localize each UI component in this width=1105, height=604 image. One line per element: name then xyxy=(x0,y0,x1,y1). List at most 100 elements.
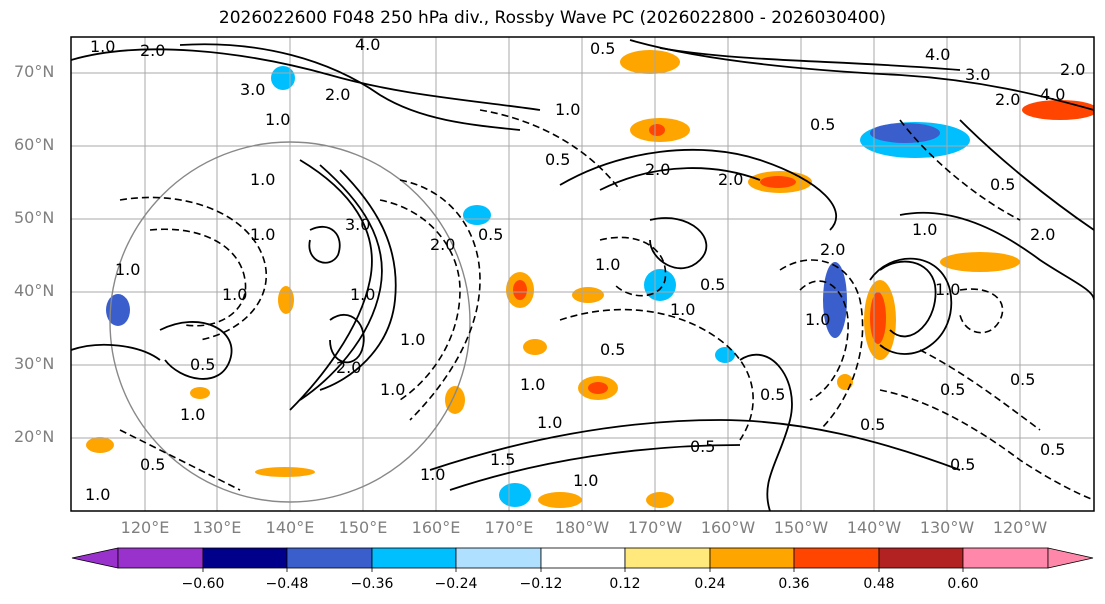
contour-label: 1.0 xyxy=(250,170,275,189)
contour-label: 1.5 xyxy=(490,450,515,469)
lon-label: 170°W xyxy=(627,518,683,537)
contour-label: 0.5 xyxy=(590,39,615,58)
contour-label: 0.5 xyxy=(600,340,625,359)
lon-label: 160°E xyxy=(411,518,461,537)
contour-label: 3.0 xyxy=(345,215,370,234)
colorbar-seg xyxy=(117,547,204,569)
colorbar-seg xyxy=(71,547,119,569)
colorbar-tick-label: −0.24 xyxy=(434,576,478,592)
contour-label: 1.0 xyxy=(537,413,562,432)
colorbar xyxy=(71,547,1094,572)
lon-label: 130°W xyxy=(919,518,975,537)
contour-label: 4.0 xyxy=(925,45,950,64)
contour-label: 0.5 xyxy=(190,355,215,374)
lat-label: 20°N xyxy=(14,427,55,446)
contour-label: 0.5 xyxy=(810,115,835,134)
contour-label: 1.0 xyxy=(250,225,275,244)
contour-label: 2.0 xyxy=(336,358,361,377)
contour-label: 2.0 xyxy=(1030,225,1055,244)
contour-label: 2.0 xyxy=(645,160,670,179)
lon-label: 130°E xyxy=(192,518,242,537)
colorbar-seg xyxy=(371,547,457,569)
lon-label: 140°E xyxy=(265,518,315,537)
positive-contours xyxy=(71,39,1094,511)
contour-label: 0.5 xyxy=(950,455,975,474)
contour-label: 1.0 xyxy=(912,220,937,239)
lat-label: 60°N xyxy=(14,135,55,154)
contour-label: 1.0 xyxy=(222,285,247,304)
contour-label: 0.5 xyxy=(1010,370,1035,389)
contour-label: 0.5 xyxy=(478,225,503,244)
contour-label: 2.0 xyxy=(718,170,743,189)
lon-label: 150°E xyxy=(338,518,388,537)
lon-label: 120°W xyxy=(992,518,1048,537)
colorbar-seg xyxy=(1047,547,1094,569)
contour-label: 4.0 xyxy=(1040,85,1065,104)
contour-label: 1.0 xyxy=(935,280,960,299)
lat-label: 50°N xyxy=(14,208,55,227)
lon-label: 150°W xyxy=(773,518,829,537)
colorbar-seg xyxy=(793,547,880,569)
colorbar-seg xyxy=(202,547,288,569)
colorbar-seg xyxy=(540,547,626,569)
colorbar-seg xyxy=(286,547,373,569)
colorbar-tick-label: −0.12 xyxy=(519,576,563,592)
contour-label: 0.5 xyxy=(700,275,725,294)
colorbar-seg xyxy=(455,547,542,569)
lon-label: 180°W xyxy=(554,518,610,537)
contour-label: 0.5 xyxy=(990,175,1015,194)
colorbar-tick-label: 0.48 xyxy=(863,576,895,592)
lon-label: 170°E xyxy=(484,518,534,537)
contour-label: 0.5 xyxy=(545,150,570,169)
map-title: 2026022600 F048 250 hPa div., Rossby Wav… xyxy=(218,8,887,28)
contour-label: 4.0 xyxy=(355,35,380,54)
lon-label: 160°W xyxy=(700,518,756,537)
lat-label: 70°N xyxy=(14,62,55,81)
lat-label: 30°N xyxy=(14,354,55,373)
contour-label: 1.0 xyxy=(380,380,405,399)
contour-label: 0.5 xyxy=(860,415,885,434)
colorbar-seg xyxy=(962,547,1049,569)
colorbar-seg xyxy=(709,547,795,569)
contour-label: 1.0 xyxy=(350,285,375,304)
contour-label: 1.0 xyxy=(400,330,425,349)
contour-label: 2.0 xyxy=(995,90,1020,109)
contour-label: 3.0 xyxy=(965,65,990,84)
colorbar-tick-label: 0.36 xyxy=(778,576,810,592)
contour-label: 1.0 xyxy=(670,300,695,319)
contour-label: 1.0 xyxy=(90,37,115,56)
contour-label: 1.0 xyxy=(265,110,290,129)
colorbar-seg xyxy=(624,547,711,569)
contour-label: 1.0 xyxy=(520,375,545,394)
contour-label: 1.0 xyxy=(595,255,620,274)
contour-label: 2.0 xyxy=(1060,60,1085,79)
colorbar-seg xyxy=(878,547,964,569)
contour-label: 2.0 xyxy=(430,235,455,254)
lon-label: 140°W xyxy=(846,518,902,537)
colorbar-tick-label: 0.60 xyxy=(947,576,979,592)
contour-label: 0.5 xyxy=(940,380,965,399)
contour-label: 1.0 xyxy=(85,485,110,504)
colorbar-tick-label: −0.36 xyxy=(350,576,394,592)
contour-label: 1.0 xyxy=(573,471,598,490)
contour-label: 2.0 xyxy=(820,240,845,259)
negative-contours xyxy=(119,109,1094,501)
colorbar-tick-label: −0.48 xyxy=(265,576,309,592)
lat-label: 40°N xyxy=(14,281,55,300)
contour-label: 2.0 xyxy=(325,85,350,104)
contour-label: 2.0 xyxy=(140,41,165,60)
plot-frame xyxy=(70,36,1095,512)
contour-label: 1.0 xyxy=(805,310,830,329)
colorbar-tick-label: −0.60 xyxy=(181,576,225,592)
contour-label: 1.0 xyxy=(555,100,580,119)
reference-circle xyxy=(109,141,471,503)
map-plot-area: 1.0 2.0 4.0 0.5 1.0 2.0 0.5 3.0 1.0 2.0 … xyxy=(71,35,1094,511)
colorbar-tick-label: 0.24 xyxy=(694,576,726,592)
colorbar-tick-label: 0.12 xyxy=(609,576,641,592)
divergence-shading xyxy=(86,50,1094,508)
contour-label: 0.5 xyxy=(690,437,715,456)
contour-label: 1.0 xyxy=(115,260,140,279)
contour-label: 0.5 xyxy=(760,385,785,404)
contour-label: 1.0 xyxy=(420,465,445,484)
